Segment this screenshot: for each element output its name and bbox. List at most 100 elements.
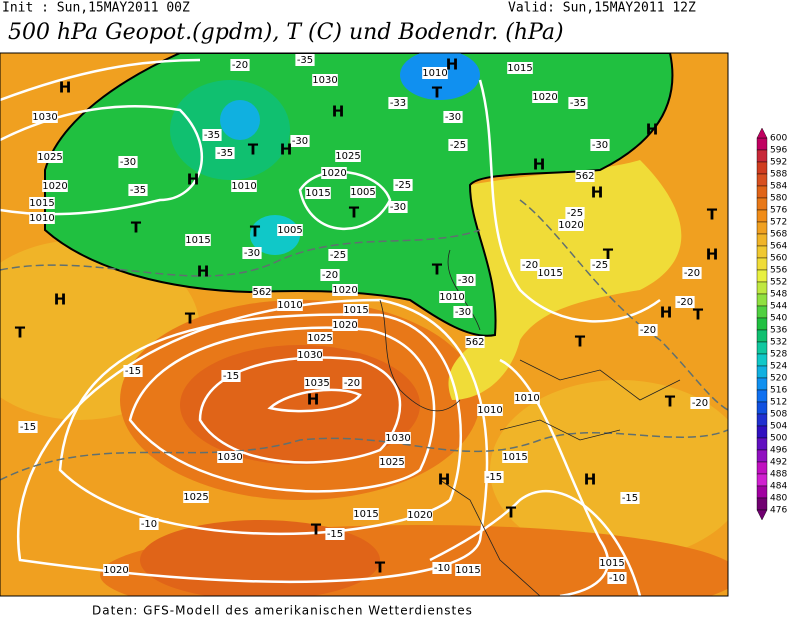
pressure-center: H: [533, 156, 546, 174]
contour-label: 1020: [321, 168, 346, 179]
pressure-center: T: [349, 204, 360, 222]
label-bg: [507, 62, 533, 74]
pressure-center: H: [187, 171, 200, 189]
label-bg: [638, 324, 658, 336]
contour-label: 1025: [307, 333, 332, 344]
colorbar-label: 584: [770, 182, 787, 192]
colorbar-box: [756, 221, 768, 235]
contour-label: 1015: [305, 188, 330, 199]
contour-label: 1030: [385, 433, 410, 444]
label-bg: [305, 187, 331, 199]
contour-label: 1020: [332, 320, 357, 331]
contour-label: -30: [244, 248, 260, 259]
contour-label: -30: [592, 140, 608, 151]
colorbar-box: [756, 161, 768, 175]
label-bg: [477, 404, 503, 416]
colorbar-box: [756, 269, 768, 283]
label-bg: [29, 212, 55, 224]
contour-label: -20: [522, 260, 538, 271]
colorbar-box: [756, 281, 768, 295]
colorbar-label: 512: [770, 398, 787, 408]
label-bg: [217, 451, 243, 463]
label-bg: [215, 147, 235, 159]
label-bg: [590, 259, 610, 271]
pressure-center: T: [432, 84, 443, 102]
contour-label: 1030: [32, 112, 57, 123]
label-bg: [675, 296, 695, 308]
label-bg: [139, 518, 159, 530]
pressure-center: T: [185, 310, 196, 328]
pressure-center: H: [646, 121, 659, 139]
contour-label: 1010: [439, 292, 464, 303]
contour-label: -20: [322, 270, 338, 281]
colorbar-box: [756, 353, 768, 367]
contour-label: 1030: [217, 452, 242, 463]
colorbar-label: 500: [770, 434, 787, 444]
colorbar-label: 576: [770, 206, 787, 216]
pressure-center: T: [506, 504, 517, 522]
pressure-center: H: [446, 56, 459, 74]
init-time: Init : Sun,15MAY2011 00Z: [2, 1, 190, 16]
colorbar-box: [756, 449, 768, 463]
label-bg: [379, 456, 405, 468]
label-bg: [565, 207, 585, 219]
pressure-center: H: [660, 304, 673, 322]
colorbar-label: 484: [770, 482, 787, 492]
colorbar-label: 560: [770, 254, 787, 264]
colorbar-box: [756, 413, 768, 427]
label-bg: [448, 139, 468, 151]
colorbar-label: 552: [770, 278, 787, 288]
pressure-center: T: [603, 246, 614, 264]
label-bg: [607, 572, 627, 584]
label-bg: [242, 247, 262, 259]
contour-label: -20: [344, 378, 360, 389]
label-bg: [230, 59, 250, 71]
colorbar-box: [756, 173, 768, 187]
colorbar-box: [756, 341, 768, 355]
colorbar-label: 524: [770, 362, 787, 372]
contour-label: 1020: [558, 220, 583, 231]
contour-label: -30: [292, 136, 308, 147]
contour-label: 562: [575, 171, 594, 182]
contour-label: 1010: [231, 181, 256, 192]
label-bg: [385, 432, 411, 444]
label-bg: [520, 259, 540, 271]
contour-label: 1010: [29, 213, 54, 224]
contour-label: 562: [252, 287, 271, 298]
colorbar-label: 600: [770, 134, 787, 144]
pressure-center: H: [584, 471, 597, 489]
contour-label: -25: [450, 140, 466, 151]
contour-label: 1015: [455, 565, 480, 576]
colorbar-box: [756, 317, 768, 331]
colorbar-label: 536: [770, 326, 787, 336]
colorbar-label: 540: [770, 314, 787, 324]
colorbar-box: [756, 389, 768, 403]
contour-label: -35: [570, 98, 586, 109]
colorbar-box: [756, 401, 768, 415]
contour-label: -25: [567, 208, 583, 219]
colorbar-label: 596: [770, 146, 787, 156]
pressure-center: T: [250, 223, 261, 241]
contour-label: -25: [330, 250, 346, 261]
contour-label: -30: [120, 157, 136, 168]
label-bg: [277, 224, 303, 236]
pressure-center: H: [438, 471, 451, 489]
label-bg: [297, 349, 323, 361]
colorbar-label: 568: [770, 230, 787, 240]
contour-label: 1025: [183, 492, 208, 503]
label-bg: [332, 284, 358, 296]
label-bg: [183, 491, 209, 503]
contour-label: -30: [390, 202, 406, 213]
label-bg: [325, 528, 345, 540]
label-bg: [407, 509, 433, 521]
colorbar-label: 532: [770, 338, 787, 348]
label-bg: [128, 184, 148, 196]
contour-label: -30: [458, 275, 474, 286]
contour-label: -20: [640, 325, 656, 336]
label-bg: [221, 370, 241, 382]
colorbar-box: [756, 425, 768, 439]
label-bg: [502, 451, 528, 463]
label-bg: [575, 170, 595, 182]
label-bg: [304, 377, 330, 389]
